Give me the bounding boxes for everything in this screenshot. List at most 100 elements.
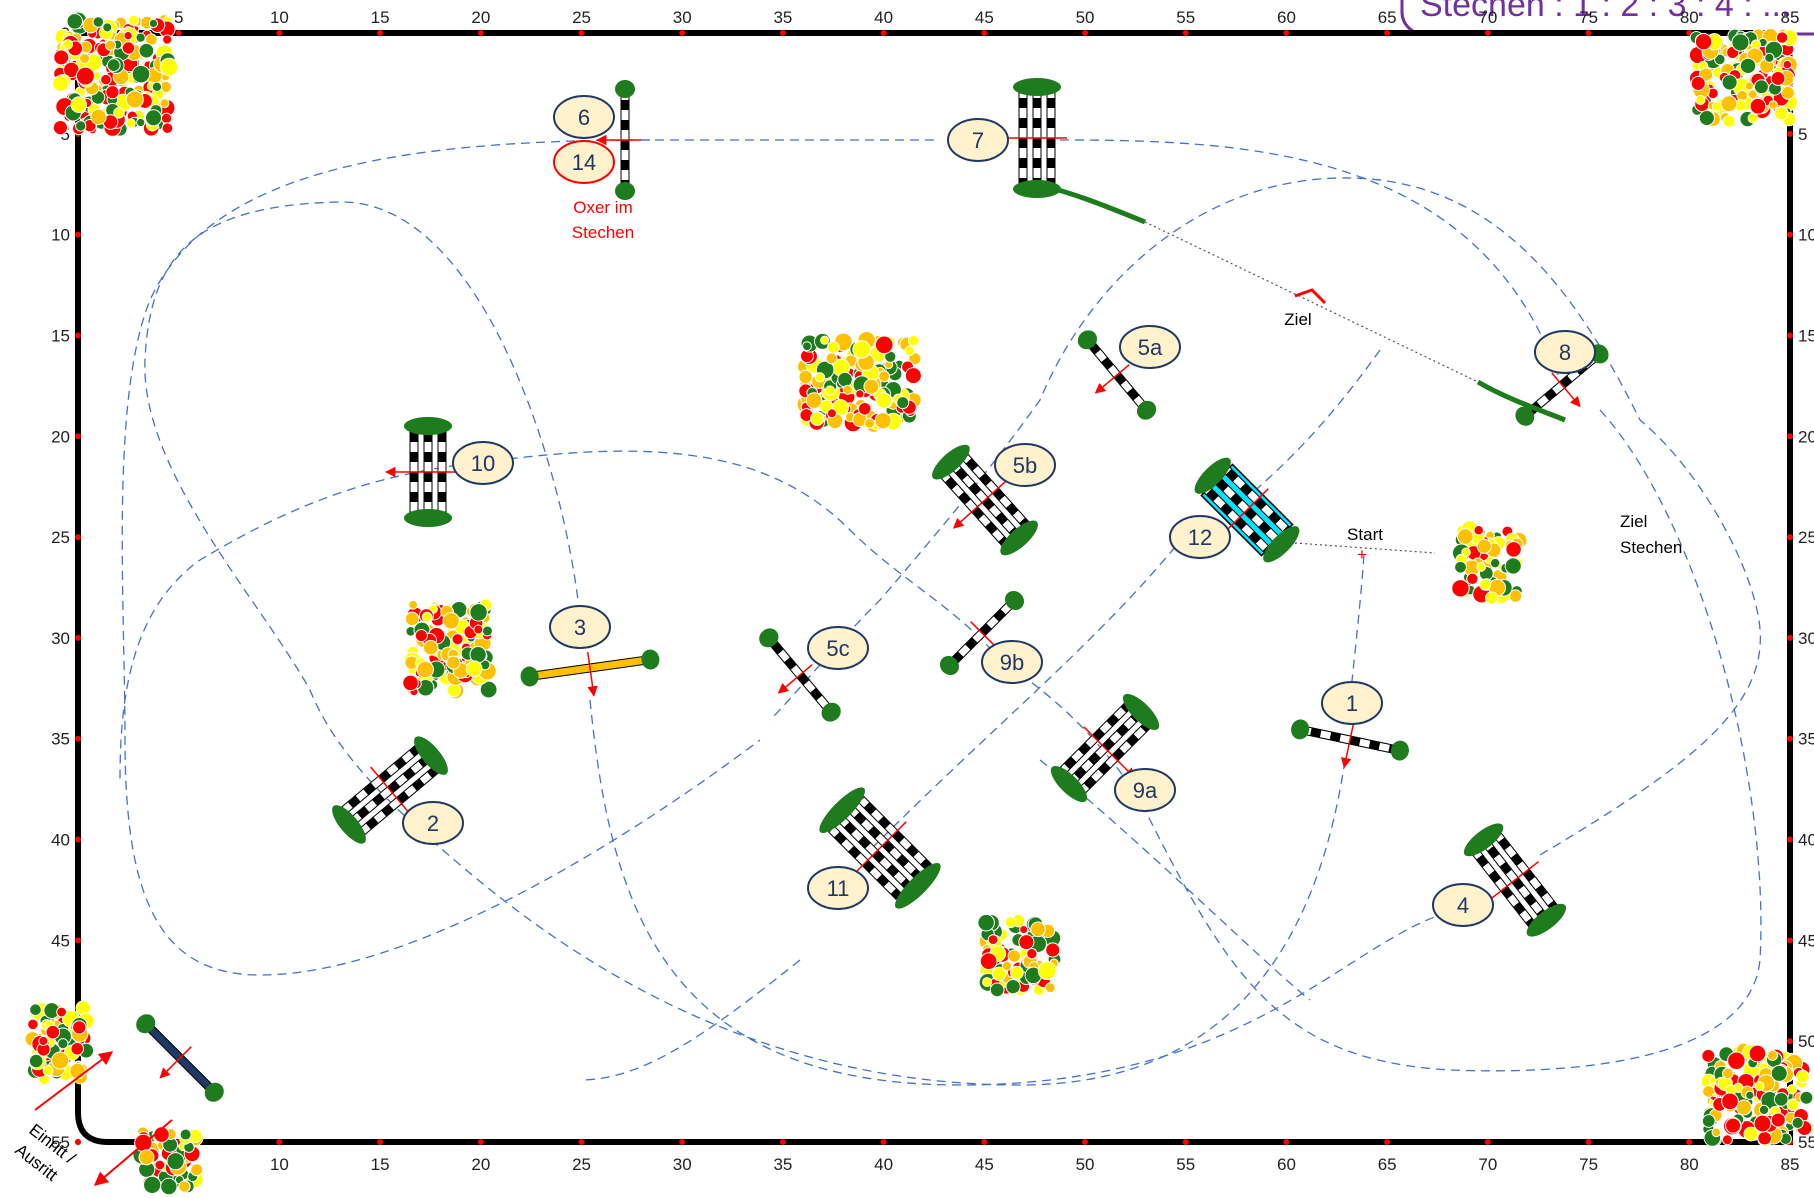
x-tick-label-bottom: 30 <box>673 1155 692 1174</box>
wing-bush <box>1515 406 1535 426</box>
jump-direction-arrow <box>1551 372 1581 408</box>
riding-path <box>119 139 1762 1086</box>
x-tick-label-bottom: 70 <box>1478 1155 1497 1174</box>
obstacle-number-5a: 5a <box>1119 325 1181 369</box>
y-tick-right <box>1787 534 1793 541</box>
x-tick-label-top: 5 <box>174 8 183 27</box>
title-text: Stechen : 1 : 2 : 3 : 4 : ... <box>1420 0 1790 24</box>
y-tick-label-left: 15 <box>51 326 70 345</box>
x-tick-label-bottom: 50 <box>1076 1155 1095 1174</box>
path-8-to-9 <box>119 409 1762 1072</box>
y-tick-label-right: 50 <box>1798 1032 1814 1051</box>
x-tick-label-top: 30 <box>673 8 692 27</box>
x-tick-label-top: 60 <box>1277 8 1296 27</box>
x-tick-bottom <box>1585 1139 1592 1145</box>
flower-bush <box>24 1000 95 1086</box>
obstacle-number-label: 8 <box>1559 340 1571 365</box>
x-tick-bottom <box>1686 1139 1693 1145</box>
jump-direction-arrow <box>777 664 813 694</box>
obstacle-number-2: 2 <box>402 801 464 845</box>
obstacle-number-label: 10 <box>471 451 495 476</box>
x-tick-label-bottom: 40 <box>874 1155 893 1174</box>
flower-bush <box>52 11 179 137</box>
y-tick-left <box>75 634 81 641</box>
jump-direction-arrow <box>953 479 1008 529</box>
obstacle-number-label: 7 <box>972 128 984 153</box>
y-tick-label-left: 20 <box>51 427 70 446</box>
ziel-flag-right <box>1476 379 1566 423</box>
obstacle-number-label: 5c <box>826 636 849 661</box>
obstacle-number-label: 1 <box>1346 691 1358 716</box>
x-tick-label-bottom: 85 <box>1781 1155 1800 1174</box>
fence-7 <box>993 78 1067 198</box>
y-tick-label-right: 40 <box>1798 831 1814 850</box>
wing-bush <box>1013 78 1061 96</box>
jump-direction-arrow <box>587 652 598 697</box>
fence-5b <box>932 444 1038 556</box>
jump-direction-arrow <box>1094 364 1130 394</box>
obstacle-number-4: 4 <box>1432 883 1494 927</box>
x-tick-label-top: 65 <box>1378 8 1397 27</box>
x-tick-top <box>477 30 484 36</box>
x-tick-label-top: 20 <box>471 8 490 27</box>
wing-bush <box>414 736 448 775</box>
path-start-to-1 <box>1349 554 1365 701</box>
flower-bush <box>132 1126 204 1196</box>
x-tick-bottom <box>377 1139 384 1145</box>
x-tick-label-top: 15 <box>371 8 390 27</box>
wing-bush <box>1005 590 1025 610</box>
x-tick-label-bottom: 45 <box>975 1155 994 1174</box>
oxer-note-line2: Stechen <box>572 223 634 242</box>
obstacle-number-label: 3 <box>574 615 586 640</box>
obstacle-number-6: 6 <box>553 95 615 139</box>
wing-bush <box>759 628 779 648</box>
x-tick-top <box>779 30 786 36</box>
fence-entry <box>136 1014 224 1102</box>
x-tick-label-bottom: 75 <box>1579 1155 1598 1174</box>
obstacle-number-12: 12 <box>1169 515 1231 559</box>
x-tick-top <box>1082 30 1089 36</box>
decorations <box>24 11 1814 1196</box>
wing-bush <box>821 702 841 722</box>
y-tick-label-left: 35 <box>51 730 70 749</box>
x-tick-label-top: 25 <box>572 8 591 27</box>
flower-bush <box>1451 520 1528 605</box>
fence-12 <box>1194 457 1300 563</box>
y-tick-right <box>1787 735 1793 742</box>
obstacle-number-label: 5b <box>1013 453 1037 478</box>
fence-10 <box>384 417 458 527</box>
obstacle-number-3: 3 <box>549 605 611 649</box>
title-box: Stechen : 1 : 2 : 3 : 4 : ... <box>1400 0 1814 36</box>
y-tick-label-right: 30 <box>1798 629 1814 648</box>
obstacle-number-10: 10 <box>452 441 514 485</box>
x-tick-top <box>1585 30 1592 36</box>
flower-bush <box>796 330 922 433</box>
obstacle-number-label: 9b <box>1000 650 1024 675</box>
x-tick-top <box>679 30 686 36</box>
flower-bush <box>1700 1042 1814 1148</box>
fence-9a <box>1050 693 1160 803</box>
x-tick-top <box>1182 30 1189 36</box>
obstacle-number-label: 12 <box>1188 525 1212 550</box>
ziel-line <box>1144 221 1479 383</box>
y-tick-left <box>75 231 81 238</box>
y-tick-right <box>1787 1038 1793 1045</box>
x-tick-label-bottom: 55 <box>1176 1155 1195 1174</box>
flower-bush <box>1688 28 1798 128</box>
obstacle-number-5b: 5b <box>994 443 1056 487</box>
x-tick-label-top: 80 <box>1680 8 1699 27</box>
path-5-to-6 <box>121 139 761 976</box>
wing-bush <box>204 1082 224 1102</box>
x-tick-bottom <box>276 1139 283 1145</box>
x-tick-top <box>276 30 283 36</box>
obstacle-number-label: 6 <box>578 105 590 130</box>
wing-bush <box>1526 903 1567 937</box>
ziel-flag-left <box>1039 182 1146 225</box>
x-tick-label-top: 45 <box>975 8 994 27</box>
wing-bush <box>939 656 959 676</box>
entry-arrow-out <box>93 1119 173 1186</box>
arena-ticks: 0551010151520202525303035354040454550505… <box>51 8 1814 1174</box>
x-tick-label-top: 10 <box>270 8 289 27</box>
path-1-to-2 <box>144 201 1346 1086</box>
